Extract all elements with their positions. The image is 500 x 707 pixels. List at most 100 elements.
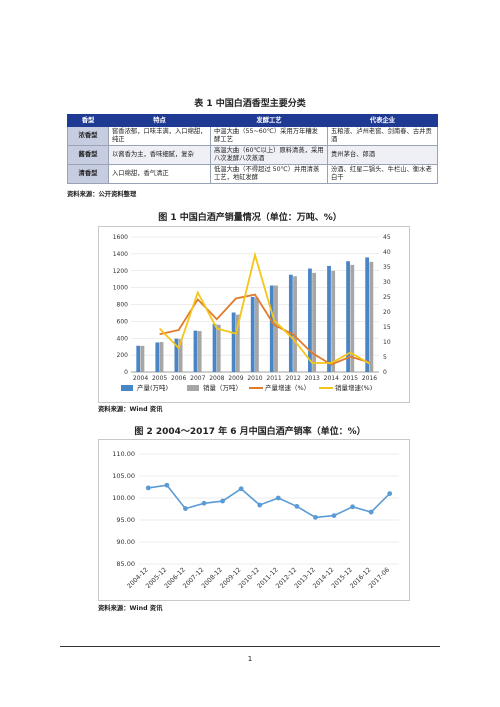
production-bar	[346, 261, 350, 372]
sales-rate-point	[220, 498, 225, 504]
production-bar	[327, 265, 331, 372]
legend-label: 销量（万吨）	[203, 383, 242, 392]
production-bar	[155, 342, 160, 372]
sales-bar	[197, 331, 202, 372]
sales-rate-point	[368, 509, 374, 515]
sales-rate-point	[257, 502, 263, 508]
sales-bar	[369, 261, 374, 372]
companies-cell: 五粮液、泸州老窖、剑南春、古井贡酒	[327, 126, 438, 146]
left-axis-tick-label: 400	[117, 335, 129, 342]
sales-rate-point	[164, 482, 170, 488]
x-axis-tick-label: 2015	[343, 375, 358, 382]
sales-bar	[331, 270, 336, 372]
aroma-type-cell: 酱香型	[67, 145, 109, 165]
left-axis-tick-label: 1400	[113, 251, 128, 258]
table-header-cell: 代表企业	[327, 114, 438, 127]
sales-rate-point	[201, 500, 207, 506]
feature-cell: 入口绵甜，香气清正	[108, 164, 211, 184]
sales-bar	[140, 345, 145, 372]
y-axis-tick-label: 85.00	[116, 560, 135, 568]
left-axis-tick-label: 1200	[113, 268, 128, 275]
x-axis-tick-label: 2005	[152, 375, 167, 382]
right-axis-tick-label: 15	[383, 324, 391, 331]
sales-bar	[293, 276, 297, 372]
production-bar	[288, 274, 293, 372]
left-axis-tick-label: 200	[117, 352, 129, 359]
sales-bar	[274, 285, 278, 372]
sales-rate-point	[145, 485, 151, 491]
right-axis-tick-label: 35	[383, 264, 391, 271]
sales-bar	[178, 339, 183, 372]
legend-label: 产量(万吨)	[137, 383, 168, 392]
companies-cell: 汾酒、红星二锅头、牛栏山、衡水老白干	[327, 164, 438, 184]
feature-cell: 以酱香为主，香味细腻，复杂	[108, 145, 211, 165]
table-header-cell: 发酵工艺	[210, 114, 328, 127]
sales-rate-point	[238, 486, 244, 492]
sales-bar	[235, 314, 240, 372]
figure2-chart-frame: 85.00 90.00 95.00 100.00 105.00 110.00 2004-12…	[98, 439, 410, 601]
sales-rate-point	[183, 506, 188, 511]
process-cell: 低温大曲（不得超过 50℃）并用清蒸工艺，地缸发酵	[210, 164, 328, 184]
x-axis-tick-label: 2012	[286, 375, 301, 382]
x-axis-tick-label: 2006	[171, 375, 186, 382]
right-axis-tick-label: 0	[383, 369, 387, 376]
sales-rate-point	[275, 495, 281, 501]
y-axis-tick-label: 100.00	[112, 494, 135, 502]
footer-divider	[60, 646, 440, 647]
sales-rate-point	[387, 491, 393, 496]
table-row: 清香型 入口绵甜，香气清正 低温大曲（不得超过 50℃）并用清蒸工艺，地缸发酵 …	[67, 164, 438, 184]
y-axis-tick-label: 110.00	[112, 450, 135, 458]
figure2-source: 资料来源：Wind 资讯	[98, 605, 163, 612]
x-axis-tick-label: 2004	[133, 375, 148, 382]
right-axis-tick-label: 40	[383, 249, 391, 256]
legend-swatch	[121, 385, 133, 391]
table-header-cell: 香型	[67, 114, 109, 127]
sales-rate-point	[350, 504, 355, 510]
sales-rate-point	[331, 513, 337, 518]
sales-bar	[216, 324, 221, 372]
sales-bar	[255, 297, 259, 372]
production-sales-chart: 0 200 400 600 800 1000 1200 1400 1600 0 5 10 15 20 25 3…	[113, 234, 391, 392]
process-cell: 高温大曲（60℃以上）原料清蒸，采用八次发酵八次蒸酒	[210, 145, 328, 165]
production-bar	[250, 296, 255, 372]
x-axis-tick-label: 2010	[247, 375, 262, 382]
aroma-type-table: 香型 特点 发酵工艺 代表企业 浓香型 窖香浓郁，口味丰满，入口绵甜，纯正 中温…	[67, 114, 438, 184]
x-axis-tick-label: 2008	[209, 375, 224, 382]
x-axis-tick-label: 2016	[362, 375, 377, 382]
table-row: 浓香型 窖香浓郁，口味丰满，入口绵甜，纯正 中温大曲（55~60℃）采用万年糟发…	[67, 126, 438, 146]
figure1-caption: 图 1 中国白酒产销量情况（单位：万吨、%）	[158, 213, 342, 223]
production-bar	[193, 330, 198, 372]
x-axis-tick-label: 2013	[305, 375, 320, 382]
sales-rate-point	[313, 514, 318, 520]
feature-cell: 窖香浓郁，口味丰满，入口绵甜，纯正	[108, 126, 211, 146]
y-axis-tick-label: 90.00	[116, 538, 135, 546]
aroma-type-cell: 清香型	[67, 164, 109, 184]
y-axis-tick-label: 105.00	[112, 472, 135, 480]
right-axis-tick-label: 30	[383, 279, 391, 286]
production-bar	[136, 345, 141, 372]
legend-label: 产量增速（%）	[265, 383, 310, 392]
x-axis-tick-label: 2009	[228, 375, 243, 382]
right-axis-tick-label: 25	[383, 294, 391, 301]
left-axis-tick-label: 800	[117, 302, 129, 309]
x-axis-tick-label: 2007	[190, 375, 205, 382]
sales-rate-chart: 85.0090.0095.00100.00105.00110.002004-12…	[112, 450, 399, 590]
page-number: 1	[247, 655, 253, 663]
production-growth-line	[159, 293, 370, 366]
x-axis-tick-label: 2014	[324, 375, 339, 382]
process-cell: 中温大曲（55~60℃）采用万年糟发酵工艺	[210, 126, 328, 146]
figure1-chart-frame: 0 200 400 600 800 1000 1200 1400 1600 0 5 10 15 20 25 3…	[98, 226, 410, 403]
y-axis-tick-label: 95.00	[116, 516, 135, 524]
table-header-row: 香型 特点 发酵工艺 代表企业	[67, 114, 438, 127]
aroma-type-cell: 浓香型	[67, 126, 109, 146]
sales-bar	[159, 342, 164, 372]
left-axis-tick-label: 600	[117, 318, 129, 325]
legend-swatch	[187, 385, 199, 391]
sales-bar	[312, 272, 317, 372]
production-bar	[365, 257, 370, 372]
left-axis-tick-label: 1600	[113, 234, 128, 241]
right-axis-tick-label: 45	[383, 234, 391, 241]
sales-bar	[350, 264, 355, 372]
table1-caption: 表 1 中国白酒香型主要分类	[194, 99, 306, 109]
production-bar	[212, 323, 217, 372]
